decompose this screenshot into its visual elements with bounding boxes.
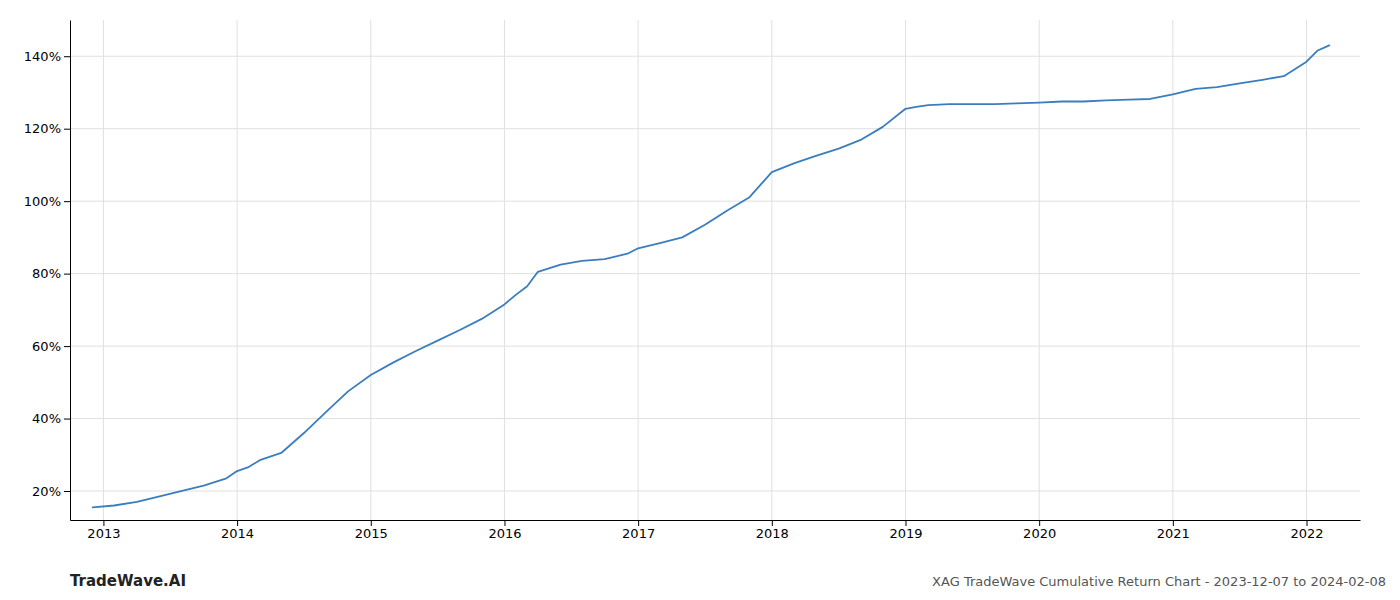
grid-line	[771, 20, 772, 520]
tick: 20%	[32, 484, 70, 499]
grid-line	[70, 56, 1360, 57]
tick-mark	[905, 520, 906, 526]
tick-mark	[371, 520, 372, 526]
tick: 40%	[32, 411, 70, 426]
tick: 140%	[24, 49, 70, 64]
tick: 2019	[889, 520, 922, 541]
grid-line	[1306, 20, 1307, 520]
grid-line	[237, 20, 238, 520]
tick-label: 20%	[32, 484, 61, 499]
tick-label: 2020	[1023, 526, 1056, 541]
tick-label: 2013	[87, 526, 120, 541]
tick-label: 40%	[32, 411, 61, 426]
tick-mark	[1039, 520, 1040, 526]
tick-mark	[64, 274, 70, 275]
tick: 2014	[221, 520, 254, 541]
grid-line	[638, 20, 639, 520]
grid-line	[103, 20, 104, 520]
tick-mark	[64, 56, 70, 57]
grid-line	[70, 273, 1360, 274]
tick-label: 2016	[488, 526, 521, 541]
tick-label: 2022	[1290, 526, 1323, 541]
tick: 120%	[24, 121, 70, 136]
grid-line	[1039, 20, 1040, 520]
y-axis: 20% 40% 60% 80% 100% 120% 140%	[24, 21, 71, 521]
grid-line	[905, 20, 906, 520]
tick-mark	[638, 520, 639, 526]
axis-line	[70, 21, 71, 521]
tick-label: 120%	[24, 121, 61, 136]
tick-label: 140%	[24, 49, 61, 64]
tick-label: 2021	[1157, 526, 1190, 541]
tick-label: 2019	[889, 526, 922, 541]
tick: 2018	[756, 520, 789, 541]
tick-mark	[64, 201, 70, 202]
marks	[93, 45, 1330, 507]
tick: 2016	[488, 520, 521, 541]
tick: 60%	[32, 339, 70, 354]
title: XAG TradeWave Cumulative Return Chart - …	[932, 574, 1386, 589]
tick: 2022	[1290, 520, 1323, 541]
tick-mark	[504, 520, 505, 526]
tick-mark	[64, 129, 70, 130]
plot-area: 2013 2014 2015 2016 2017 2018 2019 2020 2021 2022…	[24, 20, 1361, 541]
tick-label: 2015	[355, 526, 388, 541]
tick-mark	[237, 520, 238, 526]
x-axis: 2013 2014 2015 2016 2017 2018 2019 2020 2021 2022	[71, 520, 1361, 541]
chart: 2013 2014 2015 2016 2017 2018 2019 2020 2021 2022…	[0, 0, 1400, 600]
tick-mark	[1307, 520, 1308, 526]
tick: 2020	[1023, 520, 1056, 541]
grid-line	[70, 201, 1360, 202]
tick-label: 2017	[622, 526, 655, 541]
tick-mark	[1173, 520, 1174, 526]
tick-label: 60%	[32, 339, 61, 354]
tick-label: 2014	[221, 526, 254, 541]
tick-mark	[64, 491, 70, 492]
tick: 2017	[622, 520, 655, 541]
tick: 2013	[87, 520, 120, 541]
tick-mark	[103, 520, 104, 526]
tick: 2021	[1157, 520, 1190, 541]
grid-line	[70, 418, 1360, 419]
grid-line	[70, 491, 1360, 492]
grid-line	[70, 346, 1360, 347]
tick-mark	[64, 419, 70, 420]
tick-label: 2018	[756, 526, 789, 541]
tick-mark	[64, 346, 70, 347]
axis-line	[71, 520, 1361, 521]
grid-line	[70, 128, 1360, 129]
tick: 2015	[355, 520, 388, 541]
grid	[70, 20, 1360, 520]
tick-mark	[772, 520, 773, 526]
grid-line	[370, 20, 371, 520]
line	[93, 45, 1330, 507]
tick: 80%	[32, 266, 70, 281]
tick: 100%	[24, 194, 70, 209]
tick-label: 100%	[24, 194, 61, 209]
tick-label: 80%	[32, 266, 61, 281]
grid-line	[504, 20, 505, 520]
annotation: TradeWave.AI	[70, 572, 186, 590]
